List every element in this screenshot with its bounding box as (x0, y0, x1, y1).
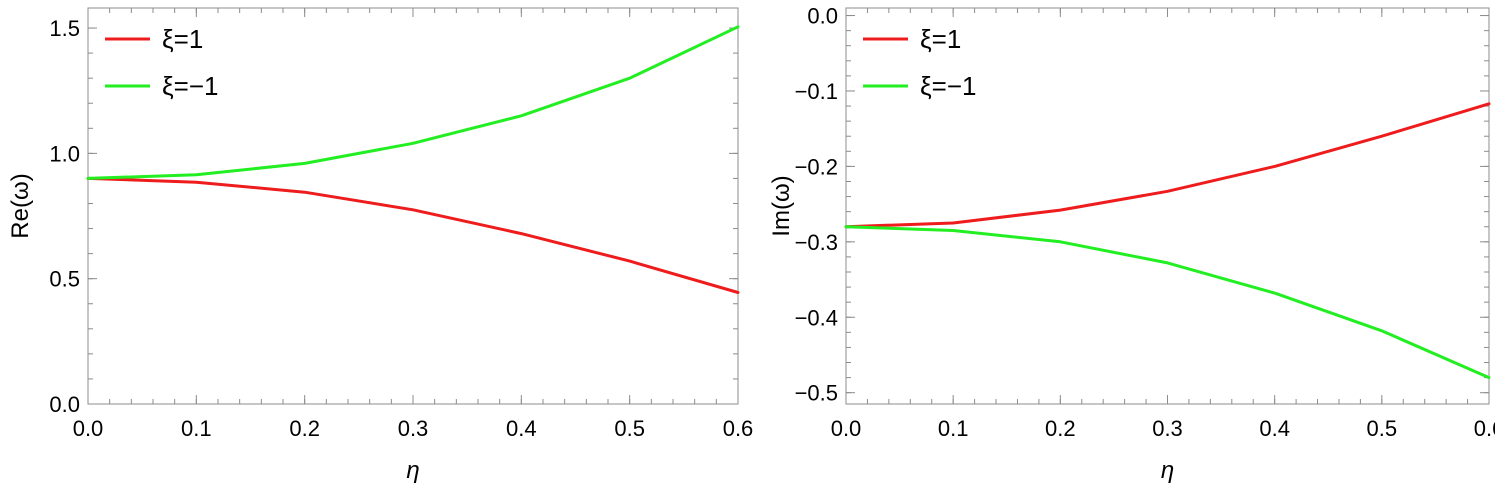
re-xtick-label: 0.0 (73, 416, 104, 441)
im-panel: 0.0 0.1 0.2 0.3 0.4 0.5 0.6 0.0 −0.1 −0.2 −0.3 −0.4… (768, 4, 1495, 484)
re-xtick-label: 0.4 (506, 416, 537, 441)
im-xtick-label: 0.2 (1045, 416, 1076, 441)
im-xtick-label: 0.4 (1259, 416, 1290, 441)
re-xtick-label: 0.3 (398, 416, 429, 441)
im-xtick-label: 0.1 (938, 416, 969, 441)
re-x-axis-label: η (406, 457, 419, 484)
re-ytick-label: 1.0 (49, 141, 80, 166)
im-legend-label: ξ=−1 (920, 71, 976, 101)
im-xtick-label: 0.3 (1152, 416, 1183, 441)
im-legend-label: ξ=1 (920, 24, 961, 54)
re-xtick-label: 0.5 (614, 416, 645, 441)
im-x-axis-label: η (1161, 457, 1174, 484)
im-ytick-label: 0.0 (807, 4, 838, 29)
im-xtick-label: 0.6 (1474, 416, 1495, 441)
re-y-axis-label: Re(ω) (7, 173, 34, 238)
re-ytick-label: 0.5 (49, 267, 80, 292)
im-series-line-xi-plus-1 (844, 102, 1491, 229)
im-xtick-label: 0.0 (831, 416, 862, 441)
re-series-line-xi-plus-1 (86, 176, 740, 294)
re-ytick-label: 1.5 (49, 16, 80, 41)
im-ytick-label: −0.5 (795, 381, 838, 406)
re-plot-frame (87, 7, 739, 405)
im-ytick-label: −0.4 (795, 305, 838, 330)
im-legend: ξ=1 ξ=−1 (863, 24, 976, 101)
re-panel: 0.0 0.1 0.2 0.3 0.4 0.5 0.6 0.0 0.5 1.0 1.5 ξ=1 ξ=−1… (7, 7, 754, 484)
re-legend-label: ξ=1 (162, 24, 203, 54)
re-xtick-label: 0.1 (181, 416, 212, 441)
re-xtick-label: 0.6 (723, 416, 754, 441)
re-series-line-xi-minus-1 (86, 25, 740, 180)
im-plot-frame (845, 7, 1490, 405)
im-ytick-label: −0.2 (795, 154, 838, 179)
re-legend-label: ξ=−1 (162, 71, 218, 101)
re-ytick-label: 0.0 (49, 392, 80, 417)
im-xtick-label: 0.5 (1367, 416, 1398, 441)
re-legend: ξ=1 ξ=−1 (105, 24, 218, 101)
im-ytick-label: −0.3 (795, 230, 838, 255)
im-series-line-xi-minus-1 (844, 225, 1491, 380)
im-y-axis-label: Im(ω) (768, 175, 795, 236)
re-xtick-label: 0.2 (289, 416, 320, 441)
im-ytick-label: −0.1 (795, 79, 838, 104)
